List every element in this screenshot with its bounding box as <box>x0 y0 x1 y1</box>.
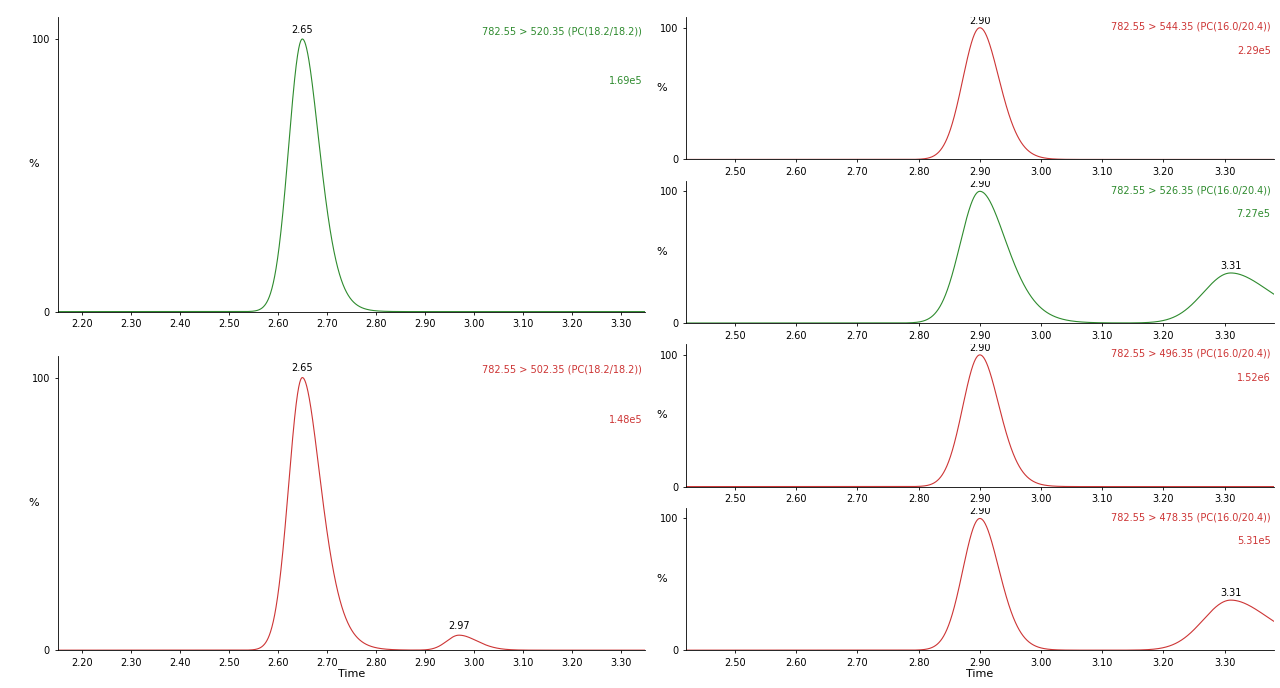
Text: %: % <box>657 247 667 257</box>
Text: %: % <box>657 411 667 420</box>
Text: 2.90: 2.90 <box>969 506 991 517</box>
Text: 2.90: 2.90 <box>969 180 991 189</box>
Text: 782.55 > 502.35 (PC(18.2/18.2)): 782.55 > 502.35 (PC(18.2/18.2)) <box>483 365 643 374</box>
Text: 1.69e5: 1.69e5 <box>608 76 643 86</box>
Text: 7.27e5: 7.27e5 <box>1236 209 1271 219</box>
Text: 3.31: 3.31 <box>1220 588 1242 598</box>
Text: %: % <box>657 83 667 94</box>
Text: 782.55 > 478.35 (PC(16.0/20.4)): 782.55 > 478.35 (PC(16.0/20.4)) <box>1111 512 1271 522</box>
Text: 2.29e5: 2.29e5 <box>1236 45 1271 56</box>
Text: 782.55 > 526.35 (PC(16.0/20.4)): 782.55 > 526.35 (PC(16.0/20.4)) <box>1111 185 1271 195</box>
Text: 2.97: 2.97 <box>448 621 470 631</box>
X-axis label: Time: Time <box>338 669 365 679</box>
Text: 2.90: 2.90 <box>969 16 991 25</box>
Text: 2.65: 2.65 <box>292 25 314 35</box>
Text: %: % <box>657 574 667 584</box>
Text: 2.65: 2.65 <box>292 363 314 374</box>
Text: 782.55 > 544.35 (PC(16.0/20.4)): 782.55 > 544.35 (PC(16.0/20.4)) <box>1111 21 1271 32</box>
Text: 2.90: 2.90 <box>969 343 991 353</box>
Text: 1.48e5: 1.48e5 <box>608 415 643 424</box>
Text: %: % <box>28 160 38 169</box>
Text: 782.55 > 496.35 (PC(16.0/20.4)): 782.55 > 496.35 (PC(16.0/20.4)) <box>1111 349 1271 358</box>
Text: 782.55 > 520.35 (PC(18.2/18.2)): 782.55 > 520.35 (PC(18.2/18.2)) <box>483 26 643 36</box>
Text: %: % <box>28 498 38 508</box>
Text: 5.31e5: 5.31e5 <box>1236 537 1271 546</box>
Text: 1.52e6: 1.52e6 <box>1236 373 1271 383</box>
Text: 3.31: 3.31 <box>1220 261 1242 271</box>
X-axis label: Time: Time <box>966 669 993 679</box>
